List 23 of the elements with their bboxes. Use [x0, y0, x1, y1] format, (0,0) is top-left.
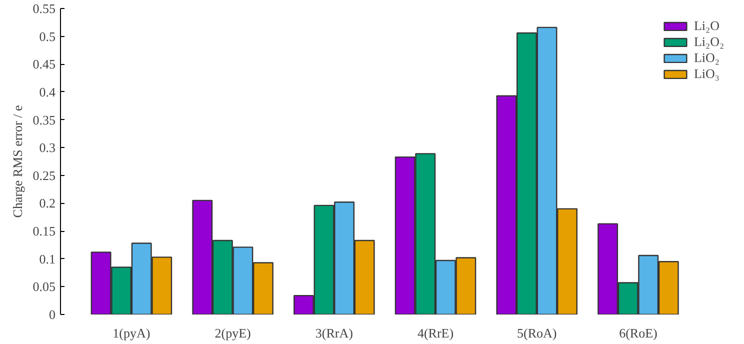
y-tick-label: 0.4 [39, 84, 56, 100]
y-tick-label: 0.15 [32, 224, 56, 239]
y-tick-label: 0.2 [39, 196, 56, 211]
y-tick-label: 0.55 [32, 1, 56, 16]
x-tick-label: 6(RoE) [619, 326, 658, 340]
legend-label: Li₂O₂ [694, 34, 724, 50]
y-tick-label: 0.5 [39, 28, 56, 44]
y-tick-label: 0.3 [39, 140, 56, 156]
x-tick-label: 3(RrA) [315, 326, 353, 340]
x-tick-label: 5(RoA) [517, 326, 557, 340]
x-tick-label: 4(RrE) [417, 326, 454, 340]
y-axis-title: Charge RMS error / e [10, 105, 25, 218]
legend-label: Li₂O [694, 18, 720, 34]
y-tick-label: 0.05 [32, 279, 56, 294]
legend-label: LiO₃ [694, 66, 720, 82]
x-tick-label: 1(pyA) [112, 326, 150, 340]
y-tick-label: 0.45 [32, 56, 56, 72]
y-tick-label: 0.1 [39, 251, 56, 266]
y-tick-label: 0 [49, 307, 56, 322]
y-tick-label: 0.35 [32, 112, 56, 128]
y-tick-label: 0.25 [32, 168, 56, 183]
x-tick-label: 2(pyE) [214, 326, 251, 340]
legend-label: LiO₂ [694, 50, 720, 66]
